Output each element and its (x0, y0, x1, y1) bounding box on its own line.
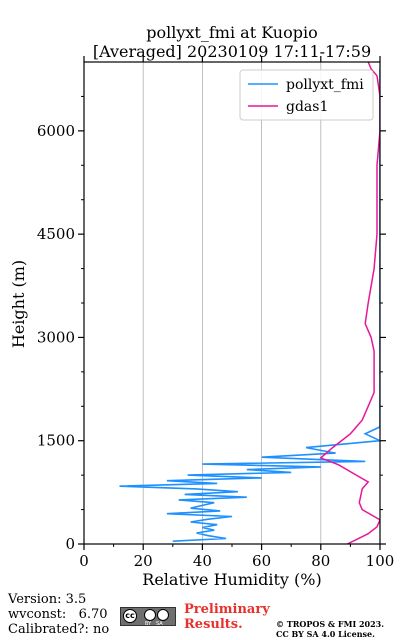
preliminary-line1: Preliminary (184, 602, 270, 617)
version-text: Version: 3.5 (8, 592, 87, 607)
series-line-pollyxt_fmi (119, 68, 380, 542)
y-axis-label: Height (m) (9, 260, 28, 348)
copyright-line1: © TROPOS & FMI 2023. (276, 619, 385, 629)
legend-label-pollyxt_fmi: pollyxt_fmi (286, 77, 364, 93)
version-info: Version: 3.5 wvconst: 6.70 Calibrated?: no (8, 592, 109, 637)
preliminary-line2: Results. (184, 617, 243, 632)
x-axis-label: Relative Humidity (%) (142, 570, 321, 589)
legend: pollyxt_fmi gdas1 (239, 69, 374, 121)
rh-profile-chart: pollyxt_fmi at Kuopio [Averaged] 2023010… (9, 23, 395, 589)
axes: 0 20 40 60 80 100 0 1500 3000 4500 6000 (37, 56, 395, 570)
y-tick-label-0: 0 (65, 535, 75, 553)
x-tick-label-20: 20 (134, 552, 153, 570)
copyright-notice: © TROPOS & FMI 2023. CC BY SA 4.0 Licens… (276, 619, 384, 639)
calibrated-text: Calibrated?: no (8, 622, 110, 637)
x-tick-label-100: 100 (366, 552, 395, 570)
y-tick-label-6000: 6000 (37, 122, 75, 140)
preliminary-notice: Preliminary Results. (184, 602, 270, 632)
y-tick-label-3000: 3000 (37, 328, 75, 346)
series-line-gdas1 (319, 62, 380, 544)
chart-subtitle: [Averaged] 20230109 17:11-17:59 (93, 42, 371, 61)
chart-title: pollyxt_fmi at Kuopio (146, 23, 317, 42)
legend-label-gdas1: gdas1 (286, 99, 328, 115)
wvconst-text: wvconst: 6.70 (8, 607, 108, 622)
x-tick-label-0: 0 (79, 552, 89, 570)
cc-license-badge-icon: cc BY SA (120, 607, 176, 627)
x-tick-label-60: 60 (252, 552, 271, 570)
legend-box (239, 69, 374, 121)
y-tick-label-1500: 1500 (37, 432, 75, 450)
x-tick-label-80: 80 (311, 552, 330, 570)
axes-frame (83, 61, 381, 545)
plot-area (119, 62, 380, 544)
x-tick-label-40: 40 (193, 552, 212, 570)
copyright-line2: CC BY SA 4.0 License. (276, 629, 375, 639)
y-tick-label-4500: 4500 (37, 225, 75, 243)
